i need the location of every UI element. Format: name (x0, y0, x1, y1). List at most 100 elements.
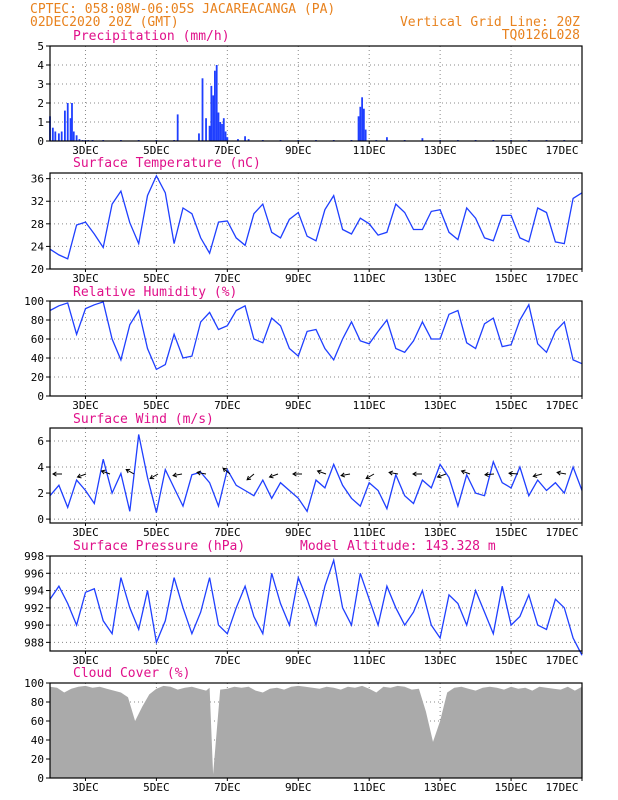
wind-xtick-label: 5DEC (143, 526, 170, 539)
precip-bar (219, 122, 222, 141)
wind-arrow (149, 473, 159, 480)
wind-ytick-label: 6 (37, 435, 44, 448)
wind-arrow-head (388, 470, 394, 476)
temp-ytick-label: 32 (31, 195, 44, 208)
temp-xtick-label: 7DEC (214, 272, 241, 285)
rh-ytick-label: 60 (31, 333, 44, 346)
precip-bar (244, 136, 246, 141)
cloud-xtick-label: 5DEC (143, 781, 170, 794)
temp-line (49, 174, 583, 260)
cloud-xtick-label: 9DEC (285, 781, 312, 794)
wind-arrow-shaft (533, 473, 543, 477)
wind-arrow (246, 473, 255, 481)
temp-xtick-label: 3DEC (72, 272, 99, 285)
wind-xtick-label: 11DEC (353, 526, 386, 539)
wind-arrow (292, 471, 302, 477)
wind-arrow-shaft (125, 469, 135, 475)
pressure-frame (49, 555, 583, 652)
wind-arrow-head (508, 471, 513, 476)
wind-arrow-head (484, 472, 489, 477)
rh-ytick-label: 100 (24, 295, 44, 308)
temp-ytick-label: 20 (31, 263, 44, 276)
wind-arrow-head (125, 468, 131, 474)
pressure-xtick-label: 3DEC (72, 654, 99, 667)
wind-arrow-shaft (77, 473, 87, 478)
precip-bar (176, 114, 179, 141)
precip-xtick-label: 13DEC (424, 144, 457, 157)
precip-bar (205, 118, 207, 141)
precip-bar (215, 65, 218, 141)
wind-arrow-head (532, 473, 538, 478)
pressure-altitude-note: Model Altitude: 143.328 m (300, 539, 496, 554)
rh-xtick-label: 5DEC (143, 399, 170, 412)
wind-arrow-head (412, 471, 417, 477)
precip-bar (237, 139, 239, 141)
cloud-frame (49, 682, 583, 779)
wind-arrow (412, 471, 422, 477)
precip-bar (214, 70, 216, 141)
precip-bar (364, 129, 367, 141)
precip-bar (212, 95, 215, 141)
pressure-xtick-label: 5DEC (143, 654, 170, 667)
wind-arrow (388, 470, 399, 476)
wind-arrow-head (268, 473, 274, 479)
precip-ytick-label: 4 (37, 59, 44, 72)
wind-frame (49, 427, 583, 524)
wind-arrow-head (149, 474, 155, 480)
wind-arrow (125, 468, 135, 475)
rh-ytick-label: 40 (31, 352, 44, 365)
wind-arrow (316, 469, 327, 475)
precip-xtick-label: 15DEC (495, 144, 528, 157)
rh-xtick-label: 9DEC (285, 399, 312, 412)
pressure-xtick-label: 15DEC (495, 654, 528, 667)
precip-bar (66, 103, 69, 141)
pressure-ytick-label: 996 (24, 567, 44, 580)
wind-arrow-head (76, 473, 82, 479)
cloud-xtick-label: 7DEC (214, 781, 241, 794)
pressure-xtick-label: 11DEC (353, 654, 386, 667)
header-model-id: TQ0126L028 (502, 28, 580, 43)
cloud-ytick-label: 100 (24, 677, 44, 690)
precip-bar (224, 131, 227, 141)
wind-arrow (340, 472, 351, 478)
wind-arrow (76, 473, 87, 479)
rh-xtick-label: 13DEC (424, 399, 457, 412)
wind-xtick-label: 17DEC (545, 526, 578, 539)
precip-xtick-label: 11DEC (353, 144, 386, 157)
wind-arrow-shaft (389, 471, 399, 475)
precip-bar (72, 131, 75, 141)
wind-arrow-head (222, 467, 228, 473)
wind-arrow (365, 473, 375, 480)
wind-arrow-shaft (246, 473, 255, 481)
temp-ytick-label: 28 (31, 218, 44, 231)
cloud-ytick-label: 60 (31, 715, 44, 728)
precip-frame (49, 45, 583, 142)
pressure-title: Surface Pressure (hPa) (73, 539, 245, 554)
rh-xtick-label: 7DEC (214, 399, 241, 412)
wind-arrow-head (172, 472, 178, 478)
cloud-ytick-label: 80 (31, 696, 44, 709)
precip-bar (362, 108, 365, 141)
precip-bar (361, 97, 364, 141)
precip-bar (71, 103, 73, 141)
wind-line (49, 434, 583, 513)
precip-bar (198, 133, 200, 141)
wind-arrow-shaft (508, 472, 519, 475)
pressure-xtick-label: 9DEC (285, 654, 312, 667)
wind-arrow-head (52, 471, 57, 477)
temp-xtick-label: 9DEC (285, 272, 312, 285)
pressure-ytick-label: 988 (24, 636, 44, 649)
precip-bar (210, 85, 213, 141)
wind-arrow-shaft (173, 473, 183, 477)
wind-xtick-label: 7DEC (214, 526, 241, 539)
wind-xtick-label: 15DEC (495, 526, 528, 539)
temp-title: Surface Temperature (nC) (73, 156, 261, 171)
wind-arrow-shaft (149, 473, 159, 479)
rh-xtick-label: 11DEC (353, 399, 386, 412)
wind-arrow-shaft (557, 471, 567, 475)
wind-xtick-label: 3DEC (72, 526, 99, 539)
pressure-ytick-label: 990 (24, 619, 44, 632)
wind-arrow-head (246, 475, 252, 481)
cloud-ytick-label: 20 (31, 753, 44, 766)
